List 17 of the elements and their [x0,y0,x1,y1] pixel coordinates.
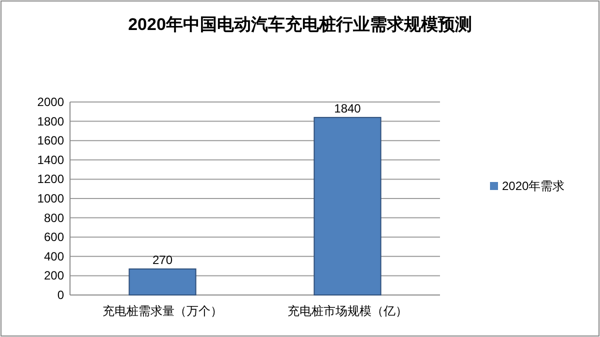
y-tick-label: 800 [44,210,64,225]
chart-title: 2020年中国电动汽车充电桩行业需求规模预测 [128,15,472,34]
y-tick-label: 200 [44,268,64,283]
y-tick-label: 2000 [37,95,64,109]
x-tick-label: 充电桩需求量（万个） [102,304,222,318]
data-label: 270 [152,252,173,267]
y-tick-label: 1800 [37,114,64,128]
x-tick-label: 充电桩市场规模（亿） [288,304,408,318]
y-tick-label: 1200 [37,172,64,186]
y-tick-label: 1400 [37,152,64,167]
y-tick-label: 600 [44,230,64,244]
y-tick-label: 1000 [37,192,64,206]
y-tick-label: 0 [57,288,64,302]
y-tick-label: 400 [44,249,64,264]
legend-label: 2020年需求 [502,179,565,193]
data-label: 1840 [334,101,362,116]
y-tick-label: 1600 [37,134,64,148]
